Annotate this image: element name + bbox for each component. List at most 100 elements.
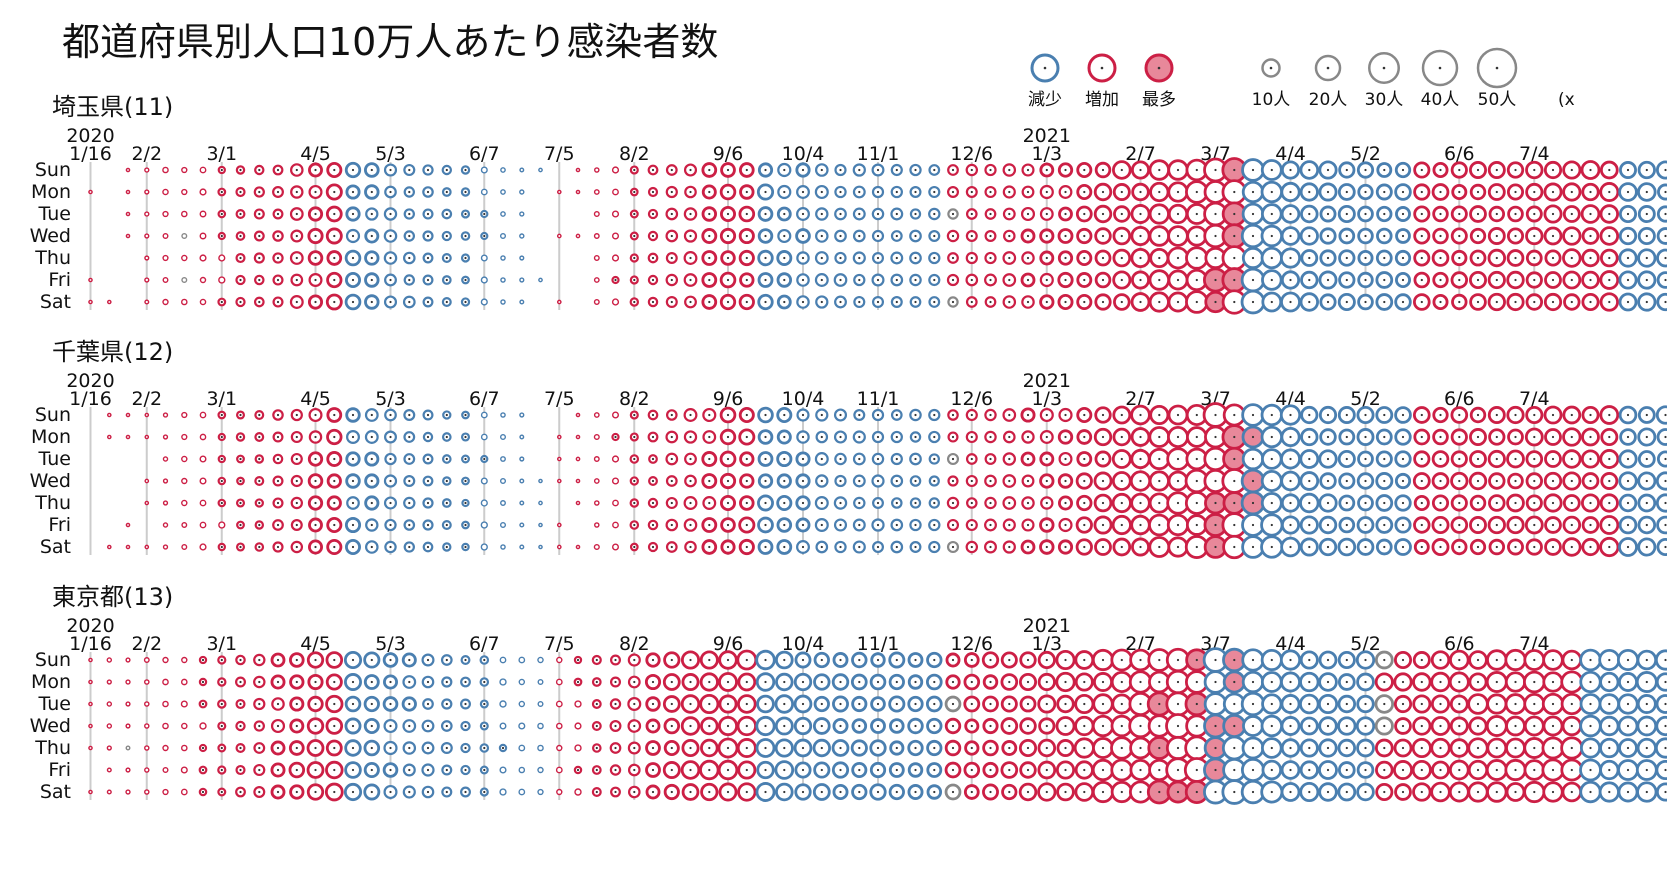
data-point-center: [408, 479, 411, 483]
data-point-center: [1458, 702, 1461, 706]
data-point-center: [445, 168, 448, 172]
data-point-center: [351, 256, 355, 260]
data-point-circle: [500, 412, 506, 418]
data-point-center: [276, 680, 280, 684]
data-point-center: [239, 300, 242, 304]
data-point-center: [258, 724, 261, 728]
data-point-center: [1214, 256, 1217, 260]
data-point-center: [708, 768, 711, 772]
data-point-center: [1120, 278, 1123, 282]
data-point-center: [258, 212, 261, 216]
data-point-circle: [575, 233, 581, 239]
data-point-center: [1326, 278, 1330, 282]
data-point-center: [1626, 658, 1630, 662]
data-point-center: [295, 457, 298, 461]
data-point-center: [1270, 413, 1273, 417]
data-point-center: [1383, 278, 1386, 282]
data-point-center: [1326, 702, 1330, 706]
data-point-center: [914, 278, 917, 282]
data-point-circle: [499, 477, 507, 485]
data-point-center: [1626, 300, 1630, 304]
data-point-center: [1120, 256, 1123, 260]
data-point-center: [445, 457, 448, 461]
data-point-center: [820, 501, 823, 505]
data-point-center: [933, 523, 936, 527]
data-point-center: [1458, 168, 1461, 172]
data-point-circle: [519, 522, 525, 528]
data-point-center: [389, 790, 392, 794]
data-point-center: [1533, 234, 1536, 238]
data-point-circle: [611, 298, 620, 306]
data-point-center: [989, 278, 992, 282]
data-point-center: [1120, 724, 1123, 728]
data-point-center: [239, 724, 242, 728]
data-point-center: [351, 212, 355, 216]
data-point-center: [483, 702, 486, 706]
data-point-center: [895, 724, 898, 728]
data-point-circle: [144, 211, 150, 217]
data-point-center: [483, 457, 486, 461]
data-point-center: [1195, 278, 1198, 282]
legend-center-dot: [1438, 66, 1442, 70]
data-point-circle: [125, 167, 131, 173]
week-tick-label: 11/1: [857, 633, 900, 655]
data-point-center: [1364, 300, 1367, 304]
data-point-center: [1326, 658, 1330, 662]
data-point-circle: [556, 744, 563, 752]
data-point-center: [951, 746, 955, 750]
data-point-center: [1345, 768, 1348, 772]
data-point-center: [970, 501, 973, 505]
data-point-center: [239, 435, 242, 439]
data-point-center: [1495, 457, 1498, 461]
data-point-center: [1664, 501, 1667, 505]
data-point-center: [745, 523, 748, 527]
data-point-center: [1270, 278, 1273, 282]
data-point-circle: [537, 788, 544, 796]
weekday-label: Thu: [34, 737, 71, 759]
data-point-center: [1083, 168, 1086, 172]
data-point-center: [839, 702, 842, 706]
week-tick-label: 8/2: [619, 388, 650, 410]
data-point-center: [1289, 790, 1292, 794]
data-point-center: [1383, 212, 1386, 216]
data-point-center: [858, 545, 861, 549]
data-point-center: [1439, 746, 1442, 750]
data-point-center: [858, 790, 861, 794]
data-point-center: [426, 190, 430, 194]
data-point-center: [689, 168, 692, 172]
data-point-center: [1083, 680, 1086, 684]
data-point-center: [1476, 457, 1480, 461]
data-point-circle: [575, 478, 581, 484]
data-point-center: [1233, 457, 1236, 461]
data-point-center: [408, 234, 411, 238]
data-point-circle: [1656, 227, 1667, 245]
data-point-center: [445, 278, 448, 282]
legend-size-label: 50人: [1478, 90, 1517, 110]
data-point-center: [1570, 278, 1573, 282]
data-point-center: [239, 234, 242, 238]
data-point-center: [1026, 234, 1030, 238]
data-point-circle: [480, 188, 488, 196]
data-point-center: [408, 457, 411, 461]
data-point-center: [426, 523, 430, 527]
data-point-center: [333, 413, 336, 417]
data-point-center: [1289, 256, 1292, 260]
data-point-center: [258, 435, 261, 439]
data-point-center: [1476, 413, 1480, 417]
data-point-center: [839, 168, 842, 172]
data-point-center: [370, 479, 373, 483]
data-point-center: [708, 168, 711, 172]
data-point-center: [595, 702, 598, 706]
data-point-circle: [144, 189, 150, 195]
week-tick-label: 1/3: [1031, 143, 1062, 165]
data-point-center: [1495, 435, 1498, 439]
data-point-center: [1045, 234, 1048, 238]
data-point-center: [389, 523, 392, 527]
data-point-circle: [574, 788, 582, 796]
data-point-center: [201, 702, 205, 706]
data-point-center: [464, 545, 467, 549]
data-point-circle: [180, 766, 188, 774]
data-point-center: [276, 413, 280, 417]
data-point-center: [764, 746, 767, 750]
data-point-center: [764, 545, 767, 549]
